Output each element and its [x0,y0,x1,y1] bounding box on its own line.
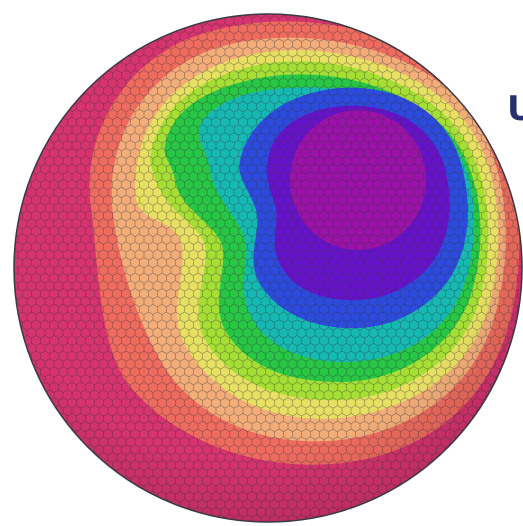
edge-text: U [507,89,523,129]
sphere-outline [13,13,523,523]
